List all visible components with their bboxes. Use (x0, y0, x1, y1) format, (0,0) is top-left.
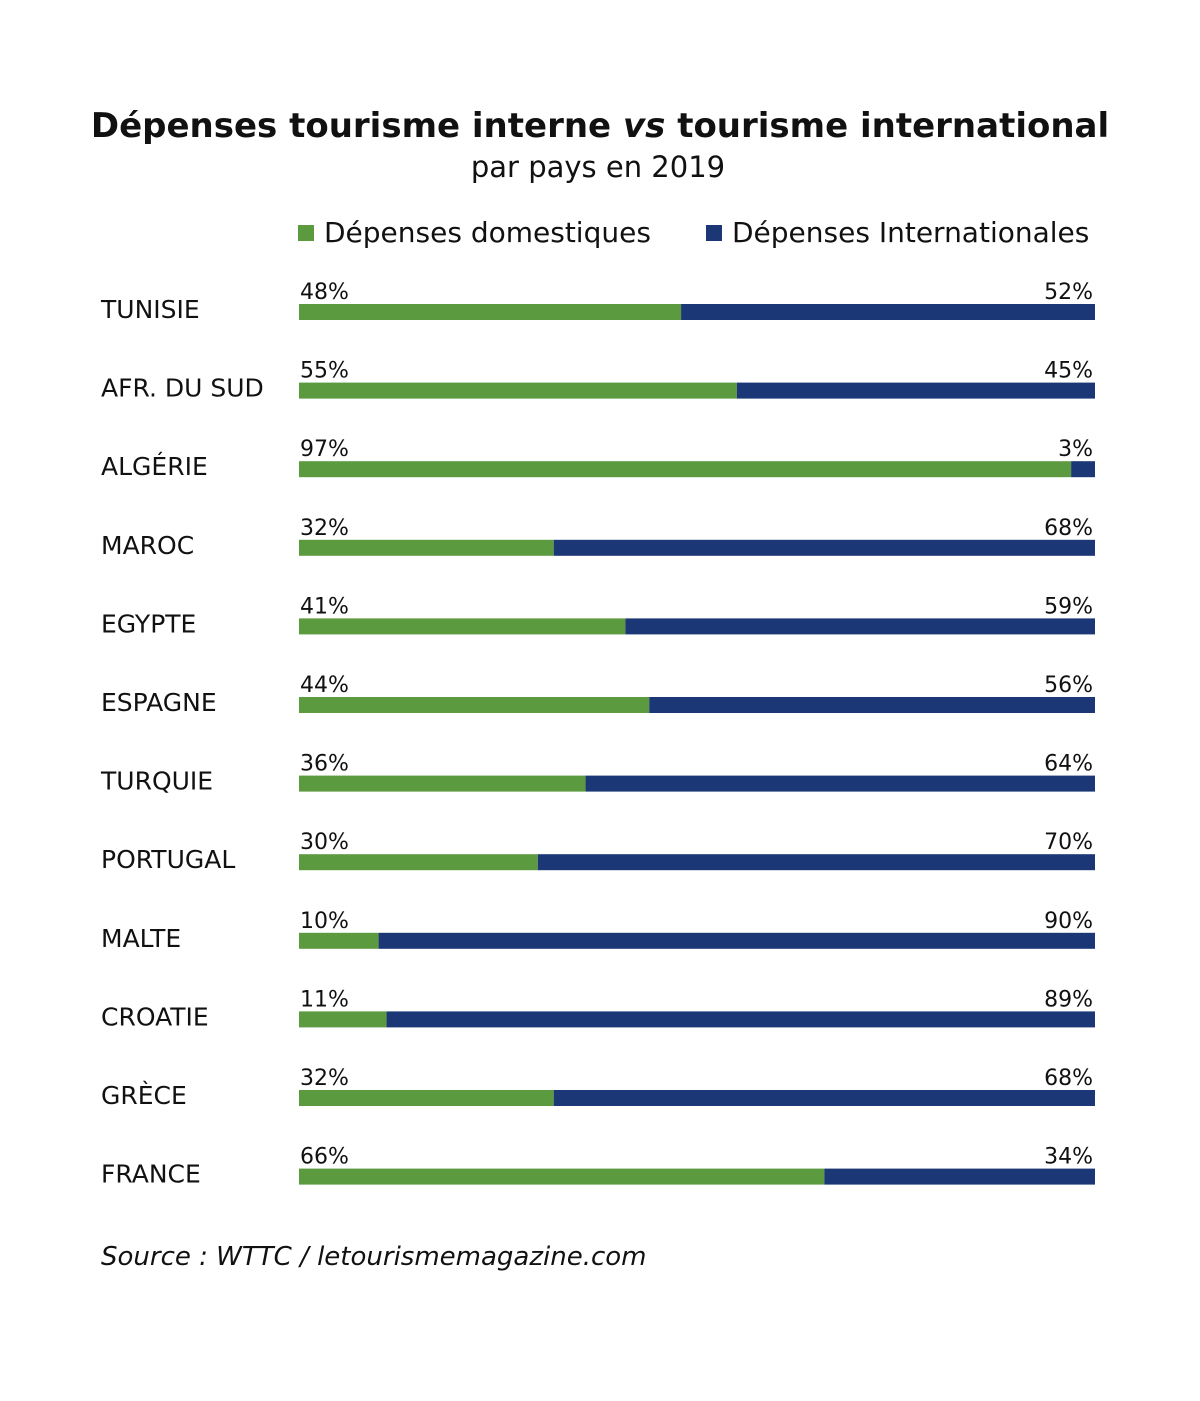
data-label-domestic-malte: 10% (300, 909, 349, 934)
category-label-espagne: ESPAGNE (101, 688, 217, 717)
data-label-international-turquie: 64% (1044, 752, 1093, 777)
chart-title-part-1: Dépenses tourisme interne (90, 106, 623, 146)
data-label-international-tunisie: 52% (1044, 280, 1093, 305)
data-label-international-croatie: 89% (1044, 987, 1093, 1012)
data-label-domestic-france: 66% (300, 1145, 349, 1170)
data-label-international-portugal: 70% (1044, 830, 1093, 855)
category-label-afr-du-sud: AFR. DU SUD (101, 374, 264, 403)
bar-international-espagne (649, 697, 1095, 713)
data-label-international-afr-du-sud: 45% (1044, 359, 1093, 384)
bar-domestic-algerie (299, 461, 1072, 478)
category-label-grece: GRÈCE (101, 1081, 187, 1110)
bar-domestic-espagne (299, 697, 650, 713)
data-label-domestic-maroc: 32% (300, 516, 349, 541)
bar-domestic-afr-du-sud (299, 382, 737, 399)
bar-international-croatie (386, 1011, 1095, 1028)
data-label-international-grece: 68% (1044, 1066, 1093, 1091)
bar-international-maroc (553, 539, 1095, 556)
bar-domestic-grece (299, 1090, 554, 1106)
legend-swatch-international (706, 224, 722, 241)
bar-domestic-france (299, 1168, 825, 1185)
category-label-croatie: CROATIE (101, 1002, 209, 1031)
chart-subtitle: par pays en 2019 (470, 150, 726, 184)
bar-international-algerie (1071, 461, 1095, 478)
data-label-international-malte: 90% (1044, 909, 1093, 934)
data-label-international-espagne: 56% (1044, 673, 1093, 698)
legend-label-domestic: Dépenses domestiques (324, 216, 651, 249)
bar-international-grece (553, 1090, 1095, 1106)
data-label-domestic-turquie: 36% (300, 752, 349, 777)
bar-international-malte (378, 932, 1096, 949)
data-label-domestic-grece: 32% (300, 1066, 349, 1091)
data-label-international-algerie: 3% (1058, 437, 1093, 462)
chart-legend: Dépenses domestiques Dépenses Internatio… (298, 216, 1098, 256)
chart-title: Dépenses tourisme interne vs tourisme in… (0, 106, 1200, 146)
bar-domestic-croatie (299, 1011, 387, 1028)
data-label-international-france: 34% (1044, 1145, 1093, 1170)
legend-label-international: Dépenses Internationales (732, 216, 1090, 249)
data-label-international-maroc: 68% (1044, 516, 1093, 541)
bar-international-turquie (585, 775, 1095, 792)
data-label-domestic-egypte: 41% (300, 594, 349, 619)
bar-international-egypte (625, 618, 1095, 635)
category-label-malte: MALTE (101, 924, 181, 953)
data-label-domestic-croatie: 11% (300, 987, 349, 1012)
category-label-maroc: MAROC (101, 531, 194, 560)
legend-item-domestic: Dépenses domestiques (298, 216, 651, 249)
bar-domestic-malte (299, 932, 379, 949)
source-note: Source : WTTC / letourismemagazine.com (101, 1242, 647, 1272)
chart-title-vs: vs (622, 106, 666, 146)
data-label-domestic-algerie: 97% (300, 437, 349, 462)
bar-domestic-tunisie (299, 304, 682, 320)
bar-domestic-turquie (299, 775, 586, 792)
data-label-domestic-portugal: 30% (300, 830, 349, 855)
category-label-turquie: TURQUIE (100, 767, 213, 796)
bar-international-portugal (537, 854, 1095, 871)
data-label-domestic-afr-du-sud: 55% (300, 359, 349, 384)
legend-item-international: Dépenses Internationales (706, 216, 1089, 249)
data-label-domestic-espagne: 44% (300, 673, 349, 698)
chart-title-part-2: tourisme international (665, 106, 1110, 146)
category-label-portugal: PORTUGAL (101, 845, 235, 874)
bar-domestic-portugal (299, 854, 538, 871)
legend-swatch-domestic (298, 224, 314, 241)
data-label-international-egypte: 59% (1044, 594, 1093, 619)
data-label-domestic-tunisie: 48% (300, 280, 349, 305)
category-label-egypte: EGYPTE (101, 609, 196, 638)
bar-international-france (824, 1168, 1095, 1185)
bar-domestic-egypte (299, 618, 626, 635)
bar-international-tunisie (681, 304, 1095, 320)
bar-domestic-maroc (299, 539, 554, 556)
category-label-algerie: ALGÉRIE (101, 452, 208, 481)
category-label-tunisie: TUNISIE (100, 295, 200, 324)
category-label-france: FRANCE (101, 1160, 201, 1189)
bar-international-afr-du-sud (736, 382, 1095, 399)
